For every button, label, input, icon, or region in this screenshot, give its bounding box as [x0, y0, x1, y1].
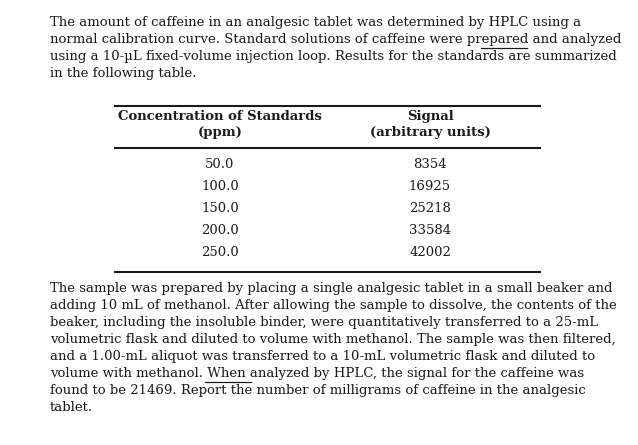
Text: 150.0: 150.0 [201, 202, 239, 215]
Text: 200.0: 200.0 [201, 224, 239, 237]
Text: tablet.: tablet. [50, 401, 93, 414]
Text: The sample was prepared by placing a single analgesic tablet in a small beaker a: The sample was prepared by placing a sin… [50, 282, 612, 295]
Text: (ppm): (ppm) [198, 126, 242, 139]
Text: 25218: 25218 [409, 202, 451, 215]
Text: beaker, including the insoluble binder, were quantitatively transferred to a 25-: beaker, including the insoluble binder, … [50, 316, 598, 329]
Text: Concentration of Standards: Concentration of Standards [118, 110, 322, 123]
Text: 33584: 33584 [409, 224, 451, 237]
Text: in the following table.: in the following table. [50, 67, 197, 80]
Text: volumetric flask and diluted to volume with methanol. The sample was then filter: volumetric flask and diluted to volume w… [50, 333, 616, 346]
Text: adding 10 mL of methanol. After allowing the sample to dissolve, the contents of: adding 10 mL of methanol. After allowing… [50, 299, 617, 312]
Text: 50.0: 50.0 [205, 158, 235, 171]
Text: found to be 21469. Report the number of milligrams of caffeine in the analgesic: found to be 21469. Report the number of … [50, 384, 586, 397]
Text: The amount of caffeine in an analgesic tablet was determined by HPLC using a: The amount of caffeine in an analgesic t… [50, 16, 581, 29]
Text: and a 1.00-mL aliquot was transferred to a 10-mL volumetric flask and diluted to: and a 1.00-mL aliquot was transferred to… [50, 350, 595, 363]
Text: 8354: 8354 [413, 158, 447, 171]
Text: 16925: 16925 [409, 180, 451, 193]
Text: Signal: Signal [406, 110, 454, 123]
Text: 250.0: 250.0 [201, 246, 239, 259]
Text: normal calibration curve. Standard solutions of caffeine were prepared and analy: normal calibration curve. Standard solut… [50, 33, 621, 46]
Text: using a 10-µL fixed-volume injection loop. Results for the standards are summari: using a 10-µL fixed-volume injection loo… [50, 50, 617, 63]
Text: (arbitrary units): (arbitrary units) [369, 126, 491, 139]
Text: 100.0: 100.0 [201, 180, 239, 193]
Text: 42002: 42002 [409, 246, 451, 259]
Text: volume with methanol. When analyzed by HPLC, the signal for the caffeine was: volume with methanol. When analyzed by H… [50, 367, 584, 380]
